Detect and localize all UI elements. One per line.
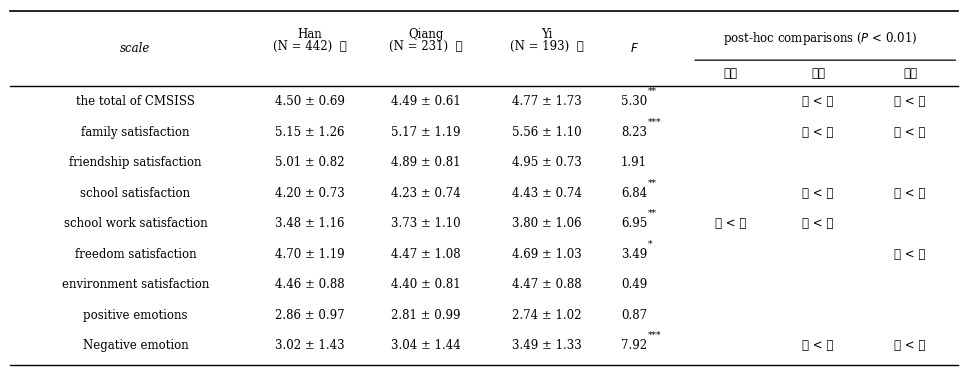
Text: Qiang: Qiang: [408, 28, 443, 41]
Text: **: **: [648, 179, 657, 188]
Text: freedom satisfaction: freedom satisfaction: [75, 248, 197, 261]
Text: ②③: ②③: [903, 67, 917, 80]
Text: 5.01 ± 0.82: 5.01 ± 0.82: [275, 156, 345, 169]
Text: positive emotions: positive emotions: [83, 309, 188, 322]
Text: ***: ***: [648, 118, 661, 127]
Text: 4.77 ± 1.73: 4.77 ± 1.73: [512, 95, 582, 108]
Text: 8.23: 8.23: [621, 126, 647, 139]
Text: ***: ***: [648, 331, 661, 340]
Text: 3.80 ± 1.06: 3.80 ± 1.06: [512, 217, 582, 230]
Text: ② < ③: ② < ③: [894, 187, 925, 200]
Text: **: **: [648, 209, 657, 218]
Text: 4.43 ± 0.74: 4.43 ± 0.74: [512, 187, 582, 200]
Text: Negative emotion: Negative emotion: [82, 339, 189, 352]
Text: 4.23 ± 0.74: 4.23 ± 0.74: [391, 187, 461, 200]
Text: ① < ③: ① < ③: [802, 217, 833, 230]
Text: the total of CMSISS: the total of CMSISS: [76, 95, 195, 108]
Text: 3.48 ± 1.16: 3.48 ± 1.16: [275, 217, 345, 230]
Text: 3.49: 3.49: [620, 248, 648, 261]
Text: 4.49 ± 0.61: 4.49 ± 0.61: [391, 95, 461, 108]
Text: ② < ③: ② < ③: [894, 126, 925, 139]
Text: friendship satisfaction: friendship satisfaction: [70, 156, 201, 169]
Text: environment satisfaction: environment satisfaction: [62, 278, 209, 291]
Text: ② < ③: ② < ③: [894, 95, 925, 108]
Text: ② < ③: ② < ③: [894, 339, 925, 352]
Text: Yi: Yi: [541, 28, 553, 41]
Text: Han: Han: [297, 28, 322, 41]
Text: ② < ③: ② < ③: [894, 248, 925, 261]
Text: family satisfaction: family satisfaction: [81, 126, 190, 139]
Text: ① < ③: ① < ③: [802, 339, 833, 352]
Text: 3.49 ± 1.33: 3.49 ± 1.33: [512, 339, 582, 352]
Text: *: *: [648, 240, 652, 249]
Text: 2.86 ± 0.97: 2.86 ± 0.97: [275, 309, 345, 322]
Text: (N = 231)  ②: (N = 231) ②: [389, 39, 463, 53]
Text: school satisfaction: school satisfaction: [80, 187, 191, 200]
Text: 2.81 ± 0.99: 2.81 ± 0.99: [391, 309, 461, 322]
Text: 4.95 ± 0.73: 4.95 ± 0.73: [512, 156, 582, 169]
Text: 7.92: 7.92: [621, 339, 647, 352]
Text: 3.04 ± 1.44: 3.04 ± 1.44: [391, 339, 461, 352]
Text: ① < ③: ① < ③: [802, 126, 833, 139]
Text: 4.20 ± 0.73: 4.20 ± 0.73: [275, 187, 345, 200]
Text: ① < ③: ① < ③: [802, 187, 833, 200]
Text: $F$: $F$: [629, 42, 639, 55]
Text: 5.17 ± 1.19: 5.17 ± 1.19: [391, 126, 461, 139]
Text: 4.46 ± 0.88: 4.46 ± 0.88: [275, 278, 345, 291]
Text: 4.50 ± 0.69: 4.50 ± 0.69: [275, 95, 345, 108]
Text: 2.74 ± 1.02: 2.74 ± 1.02: [512, 309, 582, 322]
Text: 5.15 ± 1.26: 5.15 ± 1.26: [275, 126, 345, 139]
Text: 0.87: 0.87: [621, 309, 647, 322]
Text: 4.70 ± 1.19: 4.70 ± 1.19: [275, 248, 345, 261]
Text: 5.56 ± 1.10: 5.56 ± 1.10: [512, 126, 582, 139]
Text: 6.84: 6.84: [621, 187, 647, 200]
Text: (N = 442)  ①: (N = 442) ①: [273, 39, 347, 53]
Text: 3.02 ± 1.43: 3.02 ± 1.43: [275, 339, 345, 352]
Text: post-hoc comparisons ($P$ < 0.01): post-hoc comparisons ($P$ < 0.01): [723, 30, 918, 47]
Text: ① < ③: ① < ③: [802, 95, 833, 108]
Text: **: **: [648, 87, 657, 96]
Text: 4.47 ± 1.08: 4.47 ± 1.08: [391, 248, 461, 261]
Text: ①②: ①②: [724, 67, 738, 80]
Text: (N = 193)  ③: (N = 193) ③: [510, 39, 584, 53]
Text: 4.47 ± 0.88: 4.47 ± 0.88: [512, 278, 582, 291]
Text: 4.89 ± 0.81: 4.89 ± 0.81: [391, 156, 461, 169]
Text: 4.40 ± 0.81: 4.40 ± 0.81: [391, 278, 461, 291]
Text: ①③: ①③: [811, 67, 825, 80]
Text: 4.69 ± 1.03: 4.69 ± 1.03: [512, 248, 582, 261]
Text: 0.49: 0.49: [620, 278, 648, 291]
Text: 1.91: 1.91: [621, 156, 647, 169]
Text: scale: scale: [120, 42, 151, 55]
Text: 3.73 ± 1.10: 3.73 ± 1.10: [391, 217, 461, 230]
Text: 6.95: 6.95: [620, 217, 648, 230]
Text: school work satisfaction: school work satisfaction: [64, 217, 207, 230]
Text: 5.30: 5.30: [620, 95, 648, 108]
Text: ① < ②: ① < ②: [715, 217, 746, 230]
